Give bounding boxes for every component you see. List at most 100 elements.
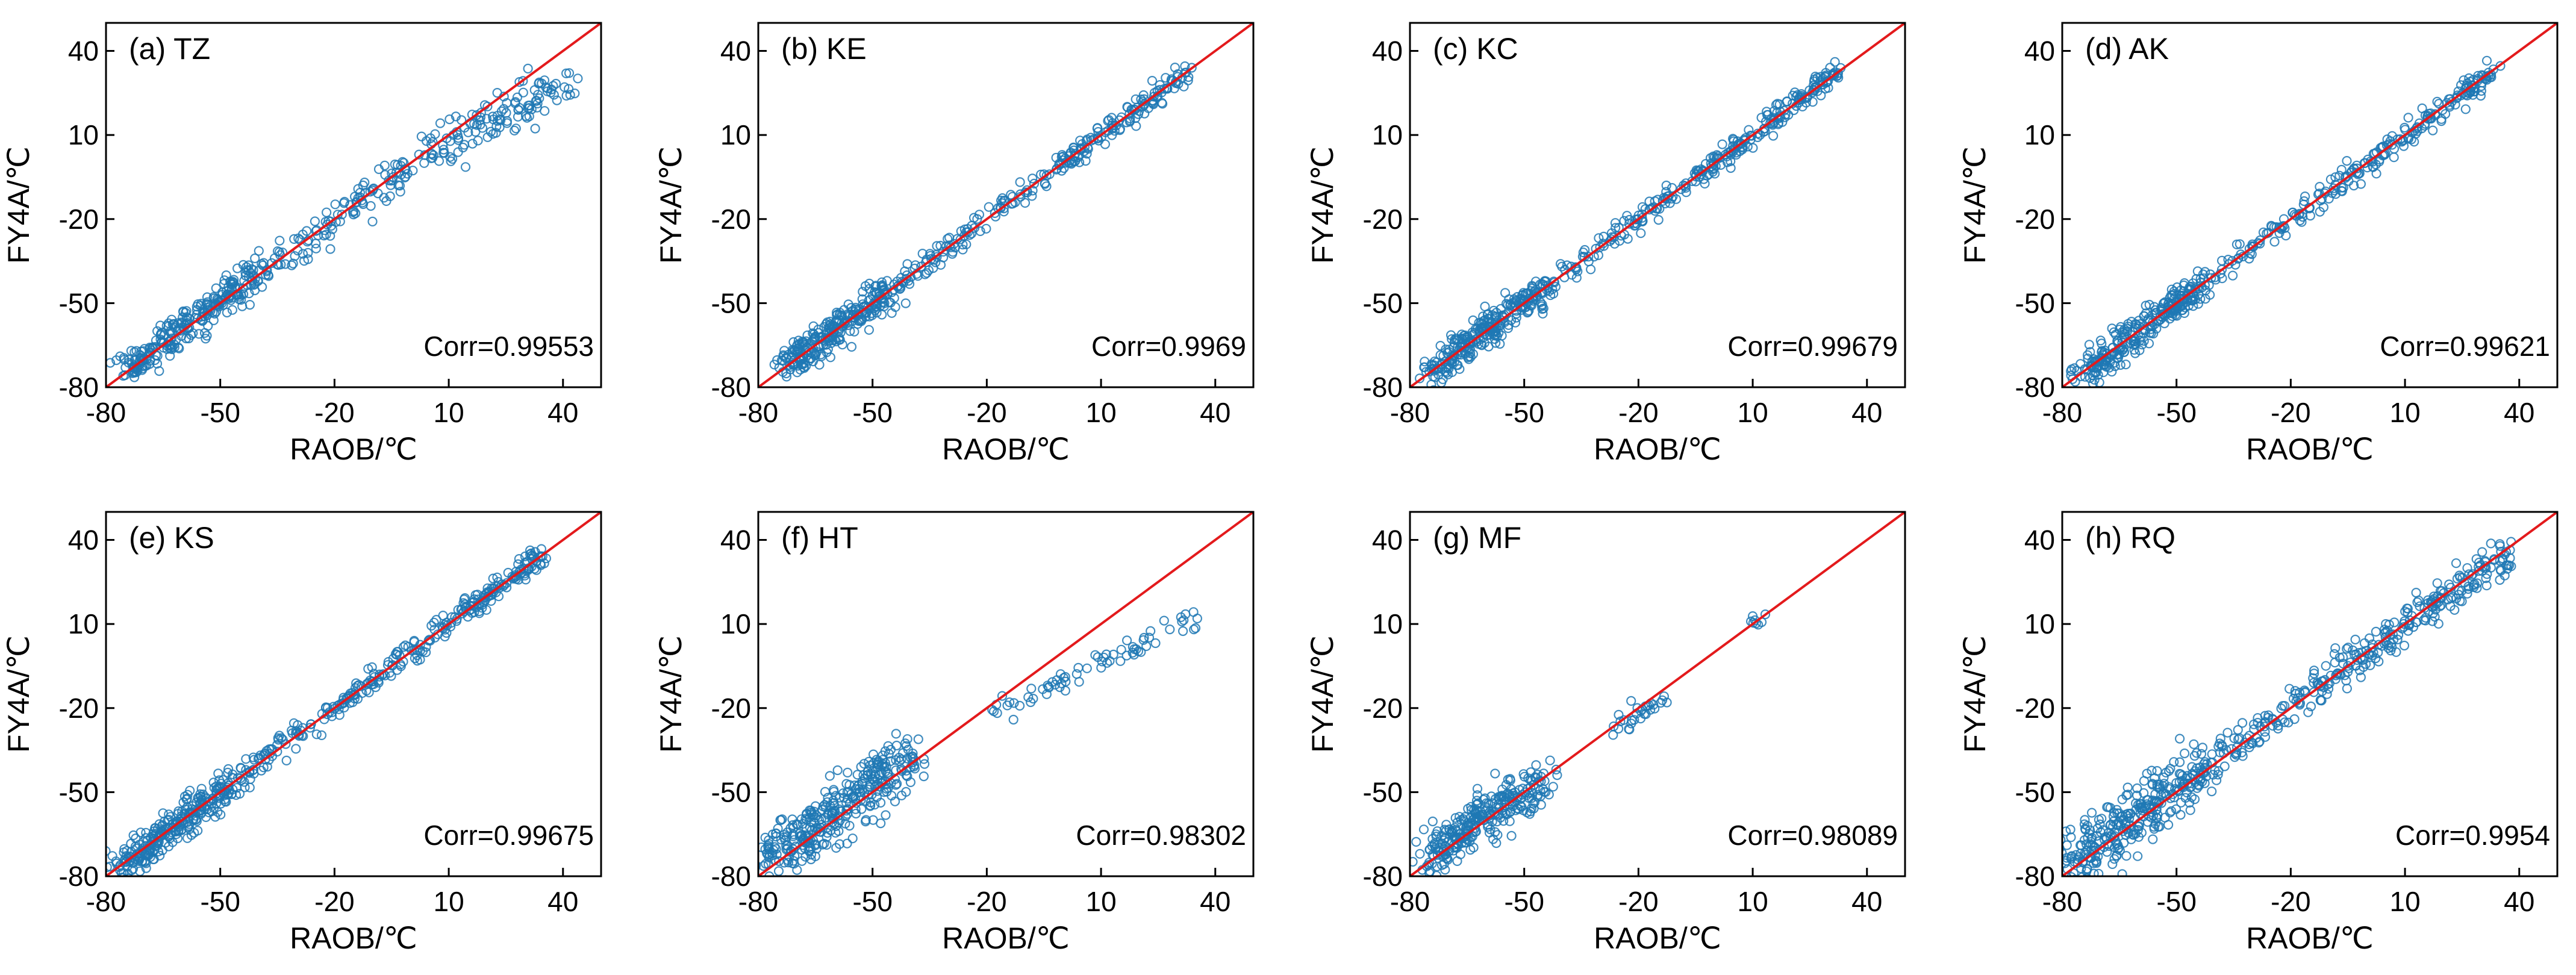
data-point bbox=[1815, 72, 1826, 82]
data-point bbox=[764, 852, 774, 863]
data-point bbox=[2391, 647, 2401, 657]
data-point bbox=[202, 331, 212, 341]
data-point bbox=[2216, 264, 2227, 275]
data-point bbox=[1187, 63, 1197, 73]
data-point bbox=[2365, 660, 2375, 670]
data-point bbox=[157, 845, 167, 856]
data-point bbox=[2082, 821, 2092, 831]
data-point bbox=[2309, 668, 2319, 679]
data-point bbox=[2417, 103, 2427, 113]
data-point bbox=[2259, 721, 2269, 732]
data-point bbox=[1511, 313, 1521, 323]
data-point bbox=[2121, 830, 2131, 840]
data-point bbox=[542, 86, 552, 96]
data-point bbox=[2451, 558, 2462, 568]
data-point bbox=[2085, 373, 2095, 384]
data-point bbox=[1455, 364, 1465, 374]
data-point bbox=[2213, 766, 2224, 776]
data-point bbox=[1141, 641, 1152, 652]
x-tick-label: -80 bbox=[86, 886, 126, 917]
data-point bbox=[529, 85, 540, 95]
data-point bbox=[1522, 808, 1532, 818]
data-point bbox=[293, 233, 304, 243]
data-point bbox=[2152, 765, 2162, 776]
data-point bbox=[2432, 96, 2442, 107]
data-point bbox=[1436, 860, 1447, 870]
data-point bbox=[550, 78, 561, 89]
data-point bbox=[1479, 338, 1489, 348]
data-point bbox=[421, 642, 431, 652]
data-point bbox=[782, 827, 793, 838]
data-point bbox=[463, 611, 473, 622]
data-point bbox=[1515, 294, 1525, 305]
corr-label: Corr=0.98302 bbox=[1076, 820, 1246, 851]
y-tick-label: -80 bbox=[2015, 861, 2055, 892]
data-point bbox=[444, 114, 455, 125]
data-point bbox=[351, 678, 361, 688]
data-point bbox=[2240, 738, 2250, 748]
data-point bbox=[2477, 547, 2487, 557]
data-point bbox=[395, 181, 405, 191]
data-point bbox=[1760, 609, 1771, 620]
identity-line bbox=[105, 511, 602, 877]
data-point bbox=[2175, 809, 2186, 820]
data-point bbox=[2334, 170, 2345, 181]
data-point bbox=[1720, 149, 1730, 160]
data-point bbox=[2455, 572, 2465, 582]
data-point bbox=[2088, 840, 2098, 850]
data-point bbox=[512, 92, 523, 102]
data-point bbox=[264, 744, 274, 755]
data-point bbox=[227, 278, 237, 288]
data-point bbox=[187, 801, 198, 811]
data-point bbox=[1632, 214, 1642, 225]
data-point bbox=[1483, 821, 1493, 832]
data-point bbox=[2496, 565, 2506, 576]
panel-title: (g) MF bbox=[1433, 521, 1521, 555]
data-point bbox=[2247, 249, 2257, 260]
data-point bbox=[552, 95, 562, 105]
data-point bbox=[1435, 340, 1445, 351]
data-point bbox=[1490, 768, 1500, 779]
data-point bbox=[2348, 645, 2358, 656]
data-point bbox=[1624, 724, 1634, 734]
data-point bbox=[793, 820, 803, 830]
data-point bbox=[1079, 142, 1090, 152]
data-point bbox=[795, 364, 805, 375]
data-point bbox=[2111, 819, 2121, 830]
data-point bbox=[1448, 350, 1458, 361]
data-point bbox=[864, 325, 875, 335]
data-point bbox=[326, 711, 337, 721]
data-point bbox=[834, 818, 844, 828]
data-point bbox=[1165, 624, 1175, 635]
data-point bbox=[1503, 300, 1513, 310]
identity-line bbox=[105, 22, 602, 388]
data-point bbox=[1499, 816, 1509, 826]
data-point bbox=[2121, 851, 2132, 861]
data-point bbox=[388, 653, 398, 664]
data-point bbox=[2207, 749, 2217, 759]
data-point bbox=[426, 149, 437, 159]
data-point bbox=[1096, 662, 1106, 673]
y-axis-label: FY4A/℃ bbox=[2, 146, 36, 264]
data-point bbox=[793, 346, 803, 357]
corr-label: Corr=0.9969 bbox=[1091, 331, 1246, 362]
data-point bbox=[2392, 134, 2403, 145]
data-point bbox=[137, 846, 148, 856]
data-point bbox=[2075, 876, 2083, 885]
data-point bbox=[943, 234, 953, 244]
data-point bbox=[2085, 875, 2091, 876]
data-point bbox=[2324, 684, 2334, 694]
data-point bbox=[2144, 338, 2154, 349]
data-point bbox=[1514, 804, 1524, 814]
data-point bbox=[2364, 633, 2375, 644]
data-point bbox=[2231, 750, 2242, 760]
data-point bbox=[2330, 643, 2341, 653]
data-point bbox=[246, 264, 257, 274]
data-point bbox=[453, 147, 463, 157]
data-point bbox=[482, 591, 493, 602]
data-point bbox=[245, 300, 255, 310]
data-point bbox=[988, 706, 999, 717]
x-tick-label: -80 bbox=[2042, 397, 2082, 428]
data-point bbox=[518, 87, 528, 98]
data-point bbox=[862, 770, 873, 780]
